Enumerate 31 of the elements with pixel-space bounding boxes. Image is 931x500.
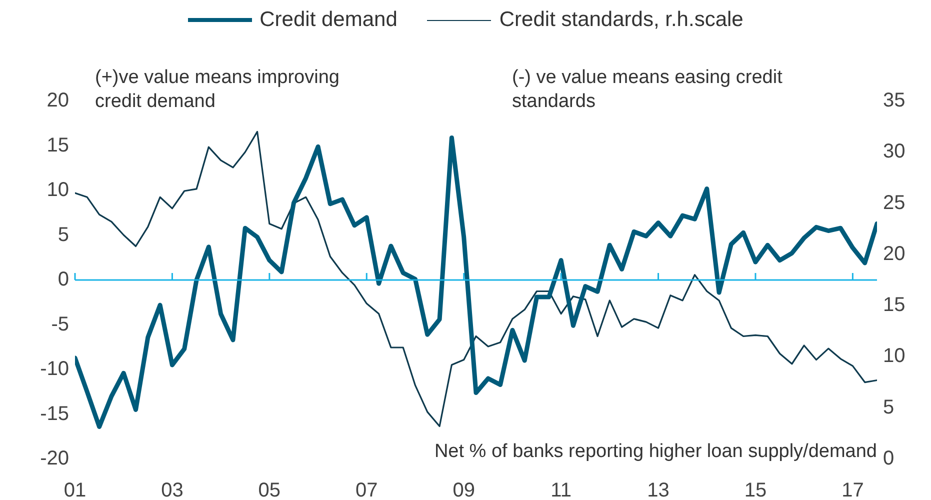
- y2-tick-label: 35: [883, 90, 906, 112]
- y2-tick-label: 10: [883, 345, 906, 368]
- y2-tick-label: 20: [883, 242, 906, 265]
- y2-tick-label: 30: [883, 140, 906, 163]
- y2-tick-label: 25: [883, 192, 906, 214]
- y2-tick-label: 15: [883, 294, 906, 316]
- x-tick-label: 13: [647, 480, 670, 500]
- annotation: Net % of banks reporting higher loan supply/demand: [433, 440, 877, 464]
- legend-label: Credit standards, r.h.scale: [499, 8, 744, 32]
- x-tick-label: 11: [550, 480, 572, 500]
- x-tick-label: 07: [356, 480, 378, 500]
- x-tick-label: 01: [64, 480, 86, 500]
- y-tick-label: 0: [58, 268, 69, 291]
- y-tick-label: 5: [58, 224, 69, 246]
- annotation: (-) ve value means easing credit standards: [512, 66, 784, 114]
- y2-tick-label: 0: [883, 448, 894, 470]
- y2-tick-label: 5: [883, 396, 894, 418]
- x-tick-label: 03: [161, 480, 184, 500]
- x-tick-label: 15: [744, 480, 767, 500]
- y-tick-label: -15: [40, 402, 69, 425]
- y-tick-label: 15: [46, 134, 69, 156]
- y-tick-label: -20: [40, 448, 69, 470]
- y-tick-label: -10: [40, 358, 69, 380]
- x-tick-label: 05: [258, 480, 281, 500]
- x-tick-label: 17: [842, 480, 864, 500]
- y-tick-label: 10: [46, 179, 69, 202]
- y-tick-label: 20: [46, 90, 69, 112]
- annotation: (+)ve value means improving credit demand: [95, 66, 340, 114]
- x-tick-label: 09: [452, 480, 475, 500]
- y-tick-label: -5: [51, 313, 69, 336]
- legend-label: Credit demand: [260, 8, 398, 32]
